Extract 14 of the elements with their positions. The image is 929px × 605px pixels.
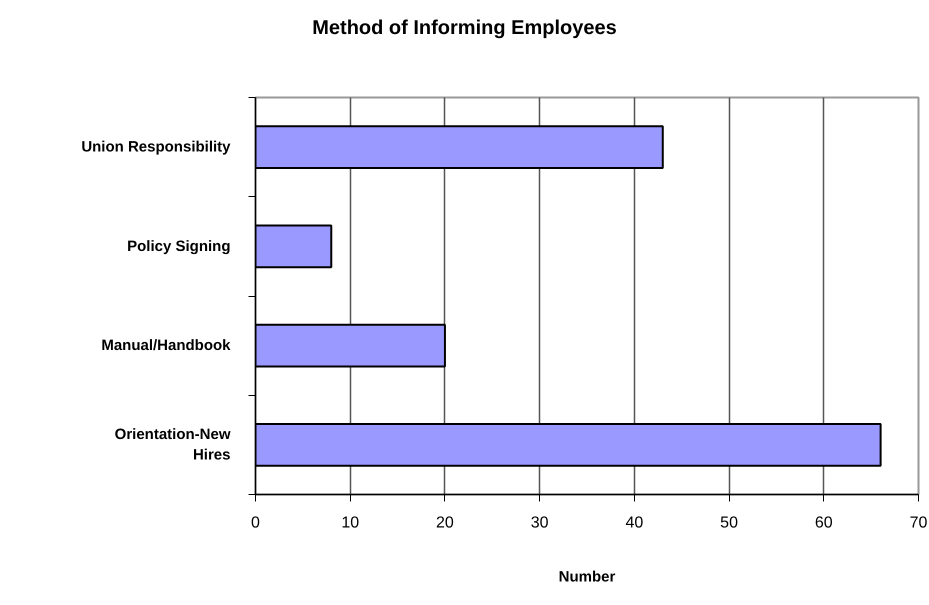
- chart-title: Method of Informing Employees: [312, 16, 617, 41]
- y-tick-label: Manual/Handbook: [101, 337, 232, 354]
- x-tick-label: 20: [436, 514, 454, 532]
- x-tick-label: 40: [625, 514, 644, 532]
- y-tick-label: Policy Signing: [127, 238, 231, 255]
- y-tick-label: Orientation-New Hires: [114, 426, 231, 464]
- y-tick-label: Union Responsibility: [81, 138, 232, 156]
- x-tick-label: 50: [720, 514, 738, 532]
- x-tick-label: 70: [910, 514, 928, 532]
- x-tick-label: 30: [530, 514, 549, 532]
- x-axis-title: Number: [558, 568, 616, 586]
- x-tick-label: 0: [251, 514, 260, 532]
- x-tick-label: 10: [341, 514, 360, 532]
- x-tick-label: 60: [814, 514, 833, 532]
